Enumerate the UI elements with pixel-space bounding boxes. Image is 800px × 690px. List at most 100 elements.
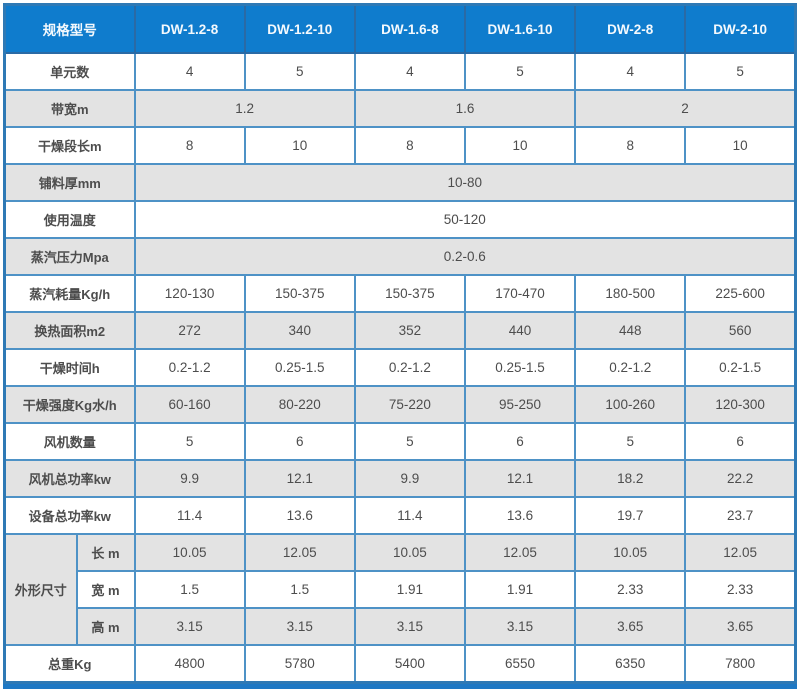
value-cell: 180-500 bbox=[574, 274, 687, 313]
table-row: 风机总功率kw 9.9 12.1 9.9 12.1 18.2 22.2 bbox=[3, 459, 797, 498]
row-label: 设备总功率kw bbox=[3, 496, 136, 535]
value-cell: 100-260 bbox=[574, 385, 687, 424]
value-cell: 13.6 bbox=[463, 496, 577, 535]
row-label: 总重Kg bbox=[3, 644, 136, 684]
row-label: 干燥时间h bbox=[3, 348, 136, 387]
value-cell: 22.2 bbox=[684, 459, 797, 498]
value-cell: 11.4 bbox=[133, 496, 246, 535]
value-cell: 440 bbox=[463, 311, 577, 350]
value-cell: 4 bbox=[133, 52, 246, 91]
value-cell: 170-470 bbox=[463, 274, 577, 313]
value-cell: 12.1 bbox=[243, 459, 356, 498]
dimension-sub-label: 长 m bbox=[75, 533, 136, 572]
value-cell: 1.5 bbox=[243, 570, 356, 609]
value-cell: 4 bbox=[353, 52, 466, 91]
col-header-model-1: DW-1.2-8 bbox=[133, 3, 246, 54]
table-row: 干燥强度Kg水/h 60-160 80-220 75-220 95-250 100-260… bbox=[3, 385, 797, 424]
value-cell: 23.7 bbox=[684, 496, 797, 535]
value-cell: 3.15 bbox=[133, 607, 246, 646]
table-row: 总重Kg 4800 5780 5400 6550 6350 7800 bbox=[3, 644, 797, 684]
table-row: 设备总功率kw 11.4 13.6 11.4 13.6 19.7 23.7 bbox=[3, 496, 797, 535]
value-cell: 75-220 bbox=[353, 385, 466, 424]
value-cell: 0.2-0.6 bbox=[133, 237, 797, 276]
value-cell: 1.91 bbox=[353, 570, 466, 609]
dimension-sub-label: 宽 m bbox=[75, 570, 136, 609]
value-cell: 120-300 bbox=[684, 385, 797, 424]
value-cell: 11.4 bbox=[353, 496, 466, 535]
col-header-model-2: DW-1.2-10 bbox=[243, 3, 356, 54]
value-cell: 2.33 bbox=[574, 570, 687, 609]
value-cell: 0.2-1.2 bbox=[133, 348, 246, 387]
value-cell: 19.7 bbox=[574, 496, 687, 535]
table-row: 干燥时间h 0.2-1.2 0.25-1.5 0.2-1.2 0.25-1.5 0.2-1… bbox=[3, 348, 797, 387]
value-cell: 5 bbox=[684, 52, 797, 91]
value-cell: 12.05 bbox=[684, 533, 797, 572]
value-cell: 5 bbox=[243, 52, 356, 91]
row-label: 干燥强度Kg水/h bbox=[3, 385, 136, 424]
table-row: 带宽m 1.2 1.6 2 bbox=[3, 89, 797, 128]
value-cell: 3.15 bbox=[243, 607, 356, 646]
value-cell: 3.65 bbox=[574, 607, 687, 646]
value-cell: 10 bbox=[684, 126, 797, 165]
value-cell: 352 bbox=[353, 311, 466, 350]
dimension-group-label: 外形尺寸 bbox=[3, 533, 78, 646]
value-cell: 560 bbox=[684, 311, 797, 350]
value-cell: 9.9 bbox=[353, 459, 466, 498]
row-label: 蒸汽压力Mpa bbox=[3, 237, 136, 276]
value-cell: 1.5 bbox=[133, 570, 246, 609]
value-cell: 8 bbox=[133, 126, 246, 165]
row-label: 单元数 bbox=[3, 52, 136, 91]
value-cell: 1.91 bbox=[463, 570, 577, 609]
value-cell: 8 bbox=[574, 126, 687, 165]
table-row: 使用温度 50-120 bbox=[3, 200, 797, 239]
row-label: 带宽m bbox=[3, 89, 136, 128]
value-cell: 9.9 bbox=[133, 459, 246, 498]
value-cell: 6550 bbox=[463, 644, 577, 684]
value-cell: 225-600 bbox=[684, 274, 797, 313]
value-cell: 60-160 bbox=[133, 385, 246, 424]
value-cell: 6 bbox=[463, 422, 577, 461]
value-cell: 10-80 bbox=[133, 163, 797, 202]
row-label: 铺料厚mm bbox=[3, 163, 136, 202]
table-row: 风机数量 5 6 5 6 5 6 bbox=[3, 422, 797, 461]
value-cell: 8 bbox=[353, 126, 466, 165]
dryer-spec-table: 规格型号 DW-1.2-8 DW-1.2-10 DW-1.6-8 DW-1.6-… bbox=[3, 3, 797, 684]
col-header-model-6: DW-2-10 bbox=[684, 3, 797, 54]
col-header-model-4: DW-1.6-10 bbox=[463, 3, 577, 54]
value-cell: 0.2-1.2 bbox=[353, 348, 466, 387]
row-label: 使用温度 bbox=[3, 200, 136, 239]
value-cell: 0.2-1.5 bbox=[684, 348, 797, 387]
value-cell: 0.25-1.5 bbox=[463, 348, 577, 387]
table-row: 外形尺寸长 m 10.05 12.05 10.05 12.05 10.05 12.05 bbox=[3, 533, 797, 646]
value-cell: 5 bbox=[133, 422, 246, 461]
value-cell: 10 bbox=[463, 126, 577, 165]
value-cell: 10.05 bbox=[353, 533, 466, 572]
col-header-model-5: DW-2-8 bbox=[574, 3, 687, 54]
value-cell: 1.2 bbox=[133, 89, 356, 128]
value-cell: 10 bbox=[243, 126, 356, 165]
table-row: 换热面积m2 272 340 352 440 448 560 bbox=[3, 311, 797, 350]
value-cell: 13.6 bbox=[243, 496, 356, 535]
row-label: 干燥段长m bbox=[3, 126, 136, 165]
dimension-sub-label: 高 m bbox=[75, 607, 136, 646]
value-cell: 10.05 bbox=[574, 533, 687, 572]
value-cell: 3.15 bbox=[463, 607, 577, 646]
value-cell: 5400 bbox=[353, 644, 466, 684]
value-cell: 5 bbox=[463, 52, 577, 91]
value-cell: 3.15 bbox=[353, 607, 466, 646]
value-cell: 50-120 bbox=[133, 200, 797, 239]
table-row: 干燥段长m 8 10 8 10 8 10 bbox=[3, 126, 797, 165]
value-cell: 7800 bbox=[684, 644, 797, 684]
value-cell: 0.2-1.2 bbox=[574, 348, 687, 387]
value-cell: 12.05 bbox=[463, 533, 577, 572]
value-cell: 5 bbox=[353, 422, 466, 461]
value-cell: 12.05 bbox=[243, 533, 356, 572]
value-cell: 6 bbox=[243, 422, 356, 461]
value-cell: 80-220 bbox=[243, 385, 356, 424]
table-row: 单元数 4 5 4 5 4 5 bbox=[3, 52, 797, 91]
value-cell: 4 bbox=[574, 52, 687, 91]
value-cell: 10.05 bbox=[133, 533, 246, 572]
value-cell: 5780 bbox=[243, 644, 356, 684]
value-cell: 1.6 bbox=[353, 89, 577, 128]
